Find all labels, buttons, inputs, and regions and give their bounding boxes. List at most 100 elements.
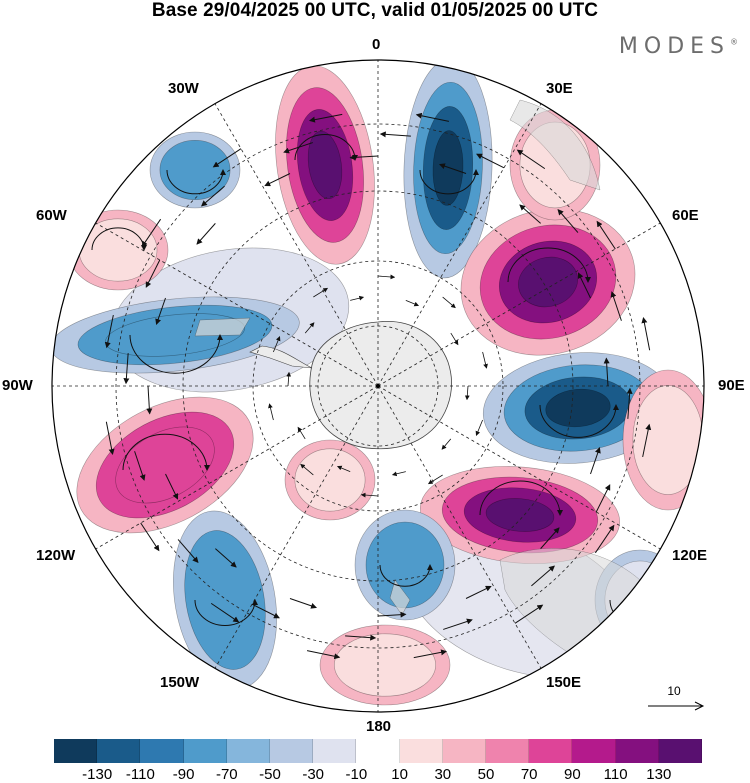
negative-anomaly [403, 60, 493, 279]
wind-arrow [177, 539, 199, 563]
brand-logo: MODES® [619, 34, 738, 59]
streamline [194, 599, 258, 626]
wind-arrow [516, 149, 546, 170]
land-layer [194, 99, 643, 666]
map-content [52, 60, 704, 712]
colorbar-swatch [313, 739, 357, 763]
wind-arrow [210, 602, 240, 623]
lon-label-90e: 90E [718, 377, 745, 394]
lon-label-60e: 60E [672, 207, 699, 224]
wind-arrow [450, 332, 459, 346]
wind-arrow [465, 585, 492, 599]
meridian-line [377, 220, 664, 387]
antarctica [309, 321, 452, 450]
streamline [294, 134, 358, 161]
wind-arrow [641, 316, 651, 351]
colorbar-tick-label: -130 [82, 766, 113, 783]
colorbar-tick-label: 130 [646, 766, 672, 783]
meridian-line [377, 385, 544, 672]
colorbar-tick-label: 110 [603, 766, 628, 783]
streamline [507, 247, 591, 283]
wind-arrow [140, 522, 160, 552]
positive-anomaly [275, 65, 375, 265]
wind-arrow [594, 524, 615, 554]
wind-arrow [349, 154, 379, 161]
wind-arrow [464, 385, 470, 401]
wind-arrow [145, 259, 161, 288]
positive-anomaly [509, 109, 601, 221]
colorbar-tick-label: -110 [125, 766, 155, 783]
wind-arrow [443, 618, 473, 630]
colorbar-tick-label: -50 [259, 766, 281, 783]
wind-arrow [123, 353, 130, 385]
colorbar-tick-label: -90 [172, 766, 195, 783]
lon-label-0: 0 [372, 36, 381, 53]
wind-arrow [379, 131, 411, 138]
wind-arrow [345, 634, 377, 641]
wind-arrow [196, 223, 216, 245]
colorbar-swatch [486, 739, 530, 763]
positive-anomaly [622, 369, 704, 511]
wind-arrow [590, 447, 601, 475]
polar-map [51, 59, 705, 713]
colorbar-swatch [399, 739, 443, 763]
colorbar-swatch [615, 739, 659, 763]
brand-name: MODES [618, 34, 730, 59]
wind-arrow [626, 387, 633, 419]
colorbar-swatch [572, 739, 616, 763]
positive-anomaly [67, 209, 169, 291]
brand-registered-mark: ® [730, 37, 738, 47]
colorbar-swatch [270, 739, 314, 763]
wind-arrow [610, 291, 622, 321]
colorbar-swatch [226, 739, 271, 763]
wind-arrow [134, 451, 146, 481]
streamline [539, 404, 619, 438]
meridian-line [377, 385, 664, 552]
wind-arrow [557, 209, 579, 233]
lon-label-60w: 60W [36, 207, 67, 224]
colorbar-ticks: -130 -110 -90 -70 -50 -30 -10 10 30 50 70 90 110 130 [54, 766, 702, 783]
meridian-line [212, 385, 379, 672]
wind-arrow [595, 484, 611, 513]
wind-arrow [264, 173, 291, 187]
lon-label-120e: 120E [672, 547, 708, 564]
lon-label-30w: 30W [168, 80, 199, 97]
latitude-circle [252, 260, 504, 512]
latitude-circle [115, 123, 641, 649]
positive-anomaly [76, 396, 254, 534]
wind-arrow [441, 438, 452, 450]
wind-arrow [104, 314, 114, 349]
colorbar-swatch [183, 739, 227, 763]
colorbar-tick-label: -70 [215, 766, 238, 783]
positive-anomaly [284, 439, 376, 521]
positive-anomaly [419, 466, 621, 564]
wind-arrow [165, 473, 179, 500]
wind-arrow [313, 287, 329, 298]
wind-arrow [514, 604, 544, 624]
wind-arrow [476, 153, 505, 169]
meridian-line [92, 220, 379, 387]
streamline [419, 169, 479, 195]
wind-arrow [377, 274, 396, 280]
wind-arrow [519, 204, 541, 224]
wind-arrow [304, 322, 315, 334]
wind-arrow [603, 357, 610, 387]
wind-arrow [268, 403, 274, 421]
colorbar-tick-label: 90 [564, 766, 581, 783]
colorbar [54, 739, 703, 763]
colorbar-tick-label: 30 [434, 766, 452, 783]
wind-arrow [596, 220, 616, 250]
wind-arrow [297, 426, 306, 440]
wind-arrow [577, 272, 591, 299]
wind-arrow [306, 650, 341, 660]
lon-label-150w: 150W [160, 674, 200, 691]
colorbar-swatch [442, 739, 487, 763]
south-pole-marker [376, 384, 380, 388]
lon-label-90w: 90W [2, 377, 33, 394]
colorbar-tick-label: 50 [477, 766, 495, 783]
antarctic-peninsula [249, 345, 313, 369]
map-title: Base 29/04/2025 00 UTC, valid 01/05/2025… [151, 0, 599, 21]
wind-arrow [405, 300, 420, 307]
lon-label-30e: 30E [546, 80, 573, 97]
positive-anomaly [319, 624, 451, 706]
